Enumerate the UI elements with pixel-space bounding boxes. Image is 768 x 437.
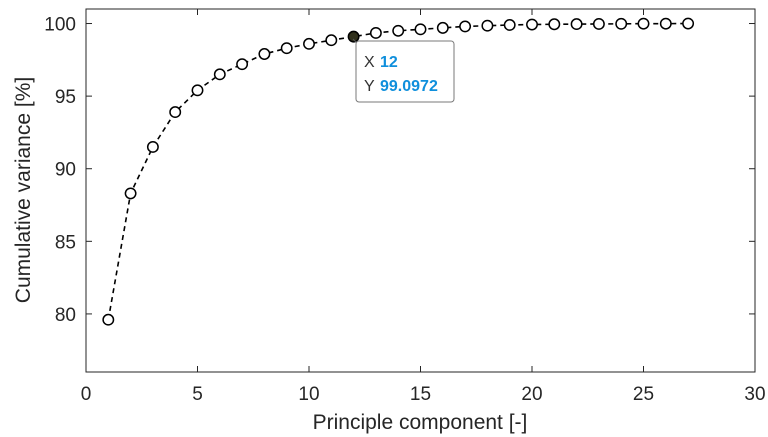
x-tick-label: 20 [521,384,542,405]
data-point[interactable] [436,21,449,34]
y-axis: 80 85 90 95 100 [44,15,755,326]
x-tick-label: 0 [81,384,92,405]
data-point[interactable] [213,68,226,81]
series-markers [102,17,695,326]
data-point[interactable] [592,18,605,30]
data-point[interactable] [481,19,494,32]
data-point[interactable] [146,140,159,153]
y-tick-label: 90 [55,160,76,181]
data-point[interactable] [548,18,561,31]
data-point[interactable] [191,84,204,97]
data-point[interactable] [526,18,538,31]
datatip-box [355,40,455,103]
data-point[interactable] [124,187,137,200]
data-point[interactable] [325,34,338,47]
datatip-x-value: 12 [380,54,398,71]
data-point[interactable] [369,27,382,39]
data-point-selected[interactable] [347,30,360,43]
x-tick-label: 25 [633,384,654,405]
x-tick-label: 5 [192,384,203,405]
data-point[interactable] [570,18,583,31]
x-axis: 0 5 10 15 20 25 30 [81,9,766,405]
data-point[interactable] [236,58,249,71]
data-point[interactable] [414,23,427,36]
x-axis-label: Principle component [-] [313,411,528,434]
data-point[interactable] [637,17,650,30]
datatip-x-key: X [364,54,375,71]
data-point[interactable] [392,24,405,37]
x-tick-label: 15 [410,384,431,405]
y-tick-label: 100 [44,15,76,36]
data-point[interactable] [503,19,516,31]
data-point[interactable] [102,313,115,326]
data-point[interactable] [659,17,672,30]
datatip-y-key: Y [364,78,375,95]
data-point[interactable] [459,20,472,33]
y-tick-label: 85 [55,232,76,253]
data-point[interactable] [615,17,628,30]
data-point[interactable] [303,37,315,50]
series-line [107,22,689,320]
data-point[interactable] [258,48,271,60]
data-point[interactable] [169,106,182,119]
datatip-y-value: 99.0972 [380,78,438,95]
y-tick-label: 95 [55,87,76,108]
y-tick-label: 80 [55,305,76,326]
datatip[interactable]: X 12 Y 99.0972 [352,38,455,103]
data-point[interactable] [280,42,293,55]
data-point[interactable] [682,17,695,30]
y-axis-label: Cumulative variance [%] [12,77,35,303]
x-tick-label: 10 [298,384,319,405]
x-tick-label: 30 [744,384,765,405]
